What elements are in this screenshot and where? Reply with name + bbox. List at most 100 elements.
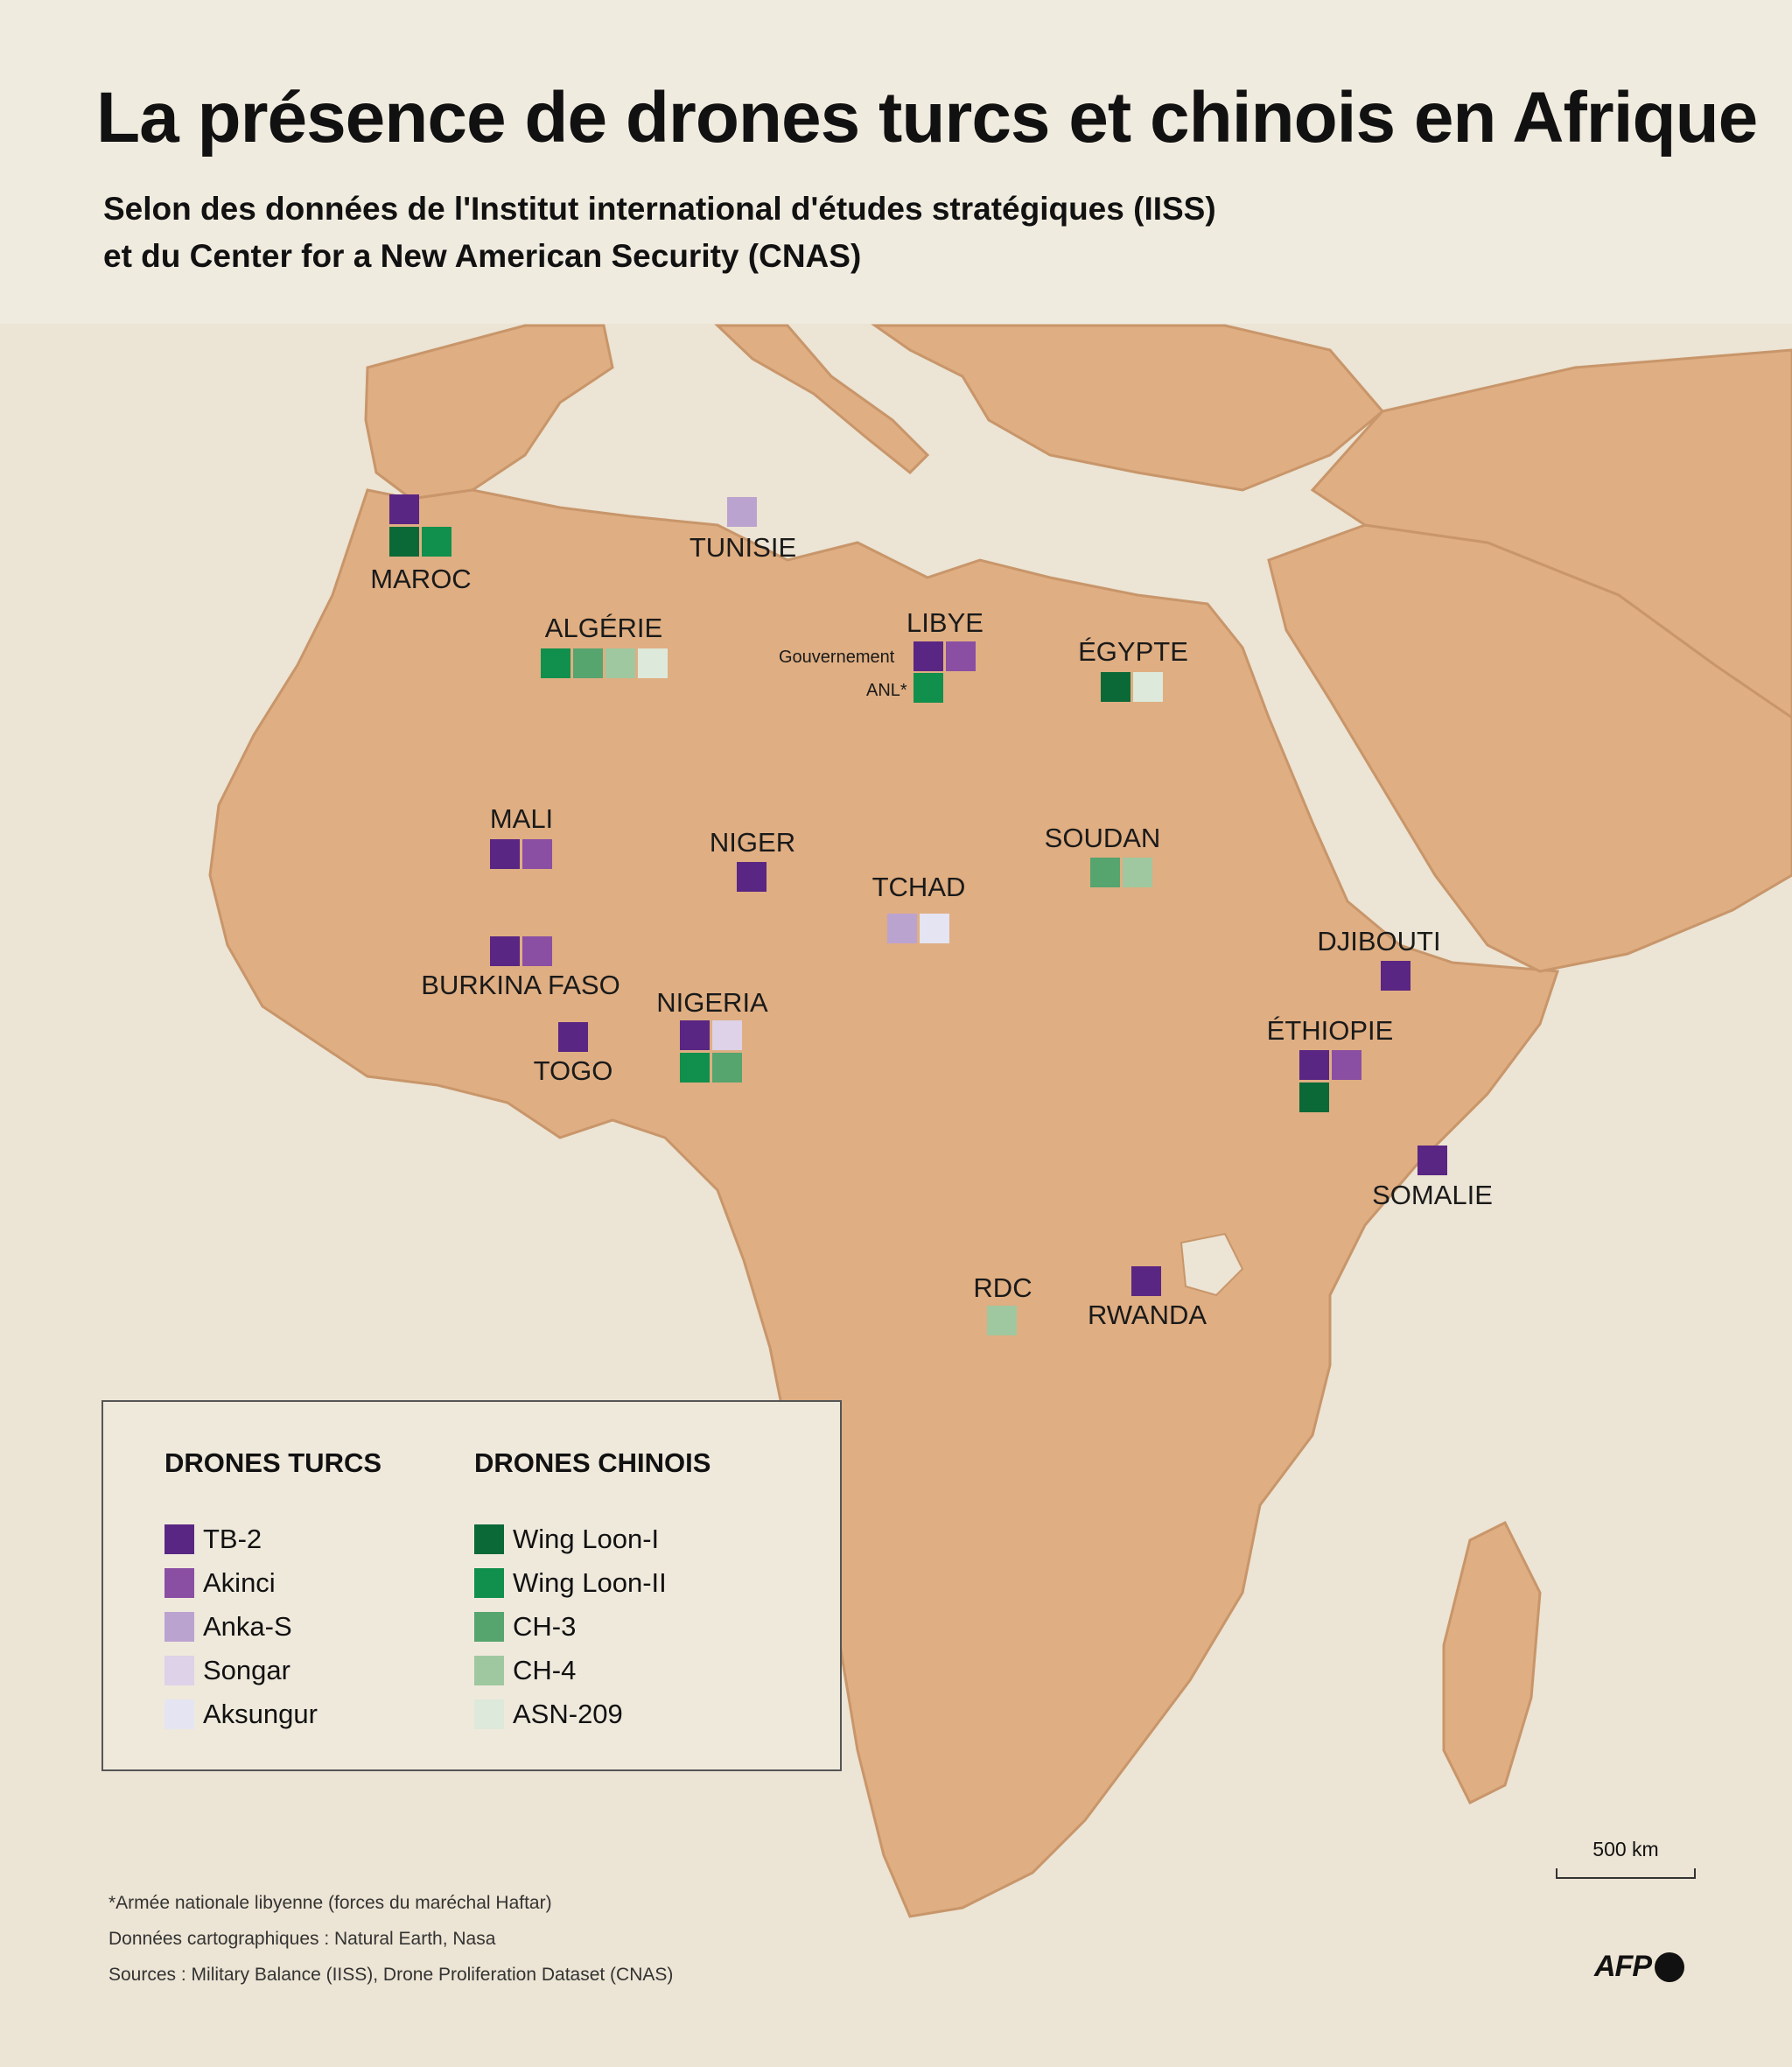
- afp-logo-dot-icon: [1655, 1951, 1684, 1982]
- country-label-rwanda: RWANDA: [1087, 1300, 1208, 1330]
- country-label-tchad: TCHAD: [872, 872, 966, 902]
- somalie-drone-tb2: [1418, 1146, 1447, 1175]
- lake-victoria: [1180, 1232, 1244, 1297]
- maroc-drone-wingloon1: [389, 527, 419, 557]
- footnote-anl: *Armée nationale libyenne (forces du mar…: [108, 1893, 552, 1913]
- burkina-drone-tb2: [490, 936, 520, 966]
- mali-drone-tb2: [490, 839, 520, 869]
- scale-label: 500 km: [1592, 1838, 1659, 1860]
- legend-swatch-tb2: [164, 1524, 194, 1554]
- algerie-drone-wingloon2: [541, 648, 570, 678]
- legend-item-tb2: TB-2: [164, 1517, 382, 1561]
- legend-turkish: DRONES TURCS TB-2 Akinci Anka-S Songar A…: [164, 1447, 382, 1736]
- legend-item-ch3: CH-3: [474, 1605, 710, 1649]
- libye-anl-drone-wingloon2: [914, 673, 943, 703]
- scale-bar: 500 km: [1556, 1838, 1696, 1879]
- legend-swatch-ch4: [474, 1656, 504, 1685]
- algerie-drone-ch3: [573, 648, 603, 678]
- land-balkans: [871, 324, 1385, 492]
- legend-label-wingloon1: Wing Loon-I: [513, 1524, 660, 1554]
- legend-label-akinci: Akinci: [203, 1567, 276, 1598]
- country-label-maroc: MAROC: [370, 564, 472, 594]
- algerie-drone-ch4: [606, 648, 635, 678]
- footnotes: *Armée nationale libyenne (forces du mar…: [108, 1885, 673, 1993]
- legend-item-wingloon2: Wing Loon-II: [474, 1561, 710, 1605]
- algerie-drone-asn209: [638, 648, 668, 678]
- legend-label-tb2: TB-2: [203, 1524, 262, 1554]
- soudan-drone-ch3: [1090, 858, 1120, 887]
- ethiopie-drone-akinci: [1332, 1050, 1362, 1080]
- mali-drone-akinci: [522, 839, 552, 869]
- country-label-tunisie: TUNISIE: [689, 532, 797, 563]
- legend-label-asn209: ASN-209: [513, 1699, 623, 1729]
- niger-drone-tb2: [737, 862, 766, 892]
- tchad-drone-aksungur: [920, 914, 949, 943]
- legend-swatch-akinci: [164, 1568, 194, 1598]
- country-label-egypte: ÉGYPTE: [1078, 636, 1188, 667]
- country-label-djibouti: DJIBOUTI: [1317, 926, 1441, 956]
- legend: DRONES TURCS TB-2 Akinci Anka-S Songar A…: [102, 1400, 842, 1771]
- legend-item-aksungur: Aksungur: [164, 1692, 382, 1736]
- country-label-ethiopie: ÉTHIOPIE: [1266, 1015, 1394, 1046]
- legend-item-ch4: CH-4: [474, 1649, 710, 1692]
- legend-swatch-wingloon1: [474, 1524, 504, 1554]
- map-relief: [208, 324, 1792, 1918]
- libye-label-gouvernement: Gouvernement: [779, 648, 895, 667]
- ethiopie-drone-tb2: [1299, 1050, 1329, 1080]
- legend-item-anka-s: Anka-S: [164, 1605, 382, 1649]
- afp-logo-text: AFP: [1594, 1950, 1652, 1983]
- legend-swatch-wingloon2: [474, 1568, 504, 1598]
- nigeria-drone-songar: [712, 1020, 742, 1050]
- land-europe-west: [364, 324, 614, 501]
- djibouti-drone-tb2: [1381, 961, 1410, 991]
- legend-item-wingloon1: Wing Loon-I: [474, 1517, 710, 1561]
- nigeria-drone-wingloon2: [680, 1053, 710, 1083]
- legend-swatch-aksungur: [164, 1699, 194, 1729]
- ethiopie-drone-wingloon1: [1299, 1083, 1329, 1112]
- legend-swatch-asn209: [474, 1699, 504, 1729]
- header: La présence de drones turcs et chinois e…: [0, 0, 1792, 324]
- land-middle-east: [1310, 348, 1792, 719]
- footnote-sources: Sources : Military Balance (IISS), Drone…: [108, 1965, 674, 1985]
- egypte-drone-wingloon1: [1101, 672, 1130, 702]
- rdc-drone-ch4: [987, 1306, 1017, 1335]
- footnote-map-data: Données cartographiques : Natural Earth,…: [108, 1929, 496, 1949]
- country-label-algerie: ALGÉRIE: [544, 613, 663, 643]
- page-title: La présence de drones turcs et chinois e…: [96, 78, 1758, 158]
- libye-gov-drone-akinci: [946, 641, 976, 671]
- country-label-libye: LIBYE: [906, 607, 984, 638]
- country-label-rdc: RDC: [973, 1272, 1032, 1303]
- land-madagascar: [1442, 1520, 1542, 1805]
- country-label-niger: NIGER: [709, 827, 796, 858]
- rwanda-drone-tb2: [1131, 1266, 1161, 1296]
- country-label-togo: TOGO: [533, 1055, 613, 1086]
- maroc-drone-tb2: [389, 494, 419, 524]
- legend-label-songar: Songar: [203, 1655, 290, 1685]
- subtitle-line-2: et du Center for a New American Security…: [103, 238, 862, 274]
- libye-label-anl: ANL*: [866, 681, 907, 700]
- legend-item-songar: Songar: [164, 1649, 382, 1692]
- legend-label-anka-s: Anka-S: [203, 1611, 292, 1642]
- legend-swatch-ch3: [474, 1612, 504, 1642]
- legend-label-ch3: CH-3: [513, 1611, 577, 1642]
- page-subtitle: Selon des données de l'Institut internat…: [103, 186, 1216, 280]
- maroc-drone-wingloon2: [422, 527, 452, 557]
- legend-label-wingloon2: Wing Loon-II: [513, 1567, 667, 1598]
- soudan-drone-ch4: [1123, 858, 1152, 887]
- land-italy: [714, 324, 930, 475]
- tunisie-drone-ankas: [727, 497, 757, 527]
- legend-item-asn209: ASN-209: [474, 1692, 710, 1736]
- country-label-burkina-faso: BURKINA FASO: [421, 970, 620, 1000]
- togo-drone-tb2: [558, 1022, 588, 1052]
- subtitle-line-1: Selon des données de l'Institut internat…: [103, 191, 1216, 227]
- nigeria-drone-tb2: [680, 1020, 710, 1050]
- tchad-drone-ankas: [887, 914, 917, 943]
- burkina-drone-akinci: [522, 936, 552, 966]
- country-label-soudan: SOUDAN: [1044, 823, 1161, 853]
- scale-bar-line: [1556, 1868, 1696, 1879]
- legend-turkish-title: DRONES TURCS: [164, 1447, 382, 1478]
- country-label-somalie: SOMALIE: [1372, 1180, 1493, 1210]
- libye-gov-drone-tb2: [914, 641, 943, 671]
- legend-swatch-anka-s: [164, 1612, 194, 1642]
- country-label-mali: MALI: [489, 803, 554, 834]
